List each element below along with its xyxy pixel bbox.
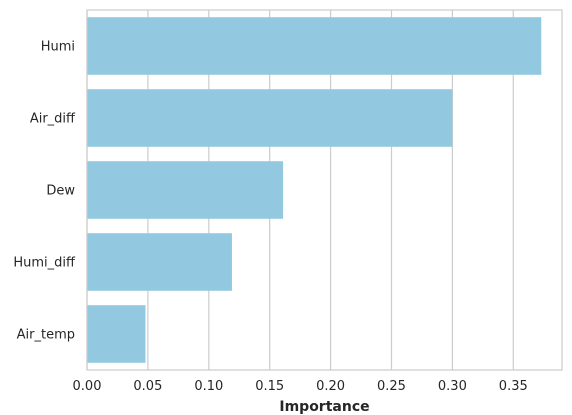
bar-dew [87, 161, 284, 219]
y-tick-label: Air_diff [30, 112, 76, 127]
x-tick-label: 0.15 [255, 379, 284, 394]
x-tick-label: 0.30 [438, 379, 467, 394]
bar-air-diff [87, 89, 453, 147]
bars [87, 17, 542, 363]
x-tick-label: 0.10 [194, 379, 223, 394]
x-axis-title: Importance [279, 399, 369, 415]
bar-air-temp [87, 305, 146, 363]
y-tick-label: Dew [46, 184, 75, 199]
x-tick-label: 0.35 [499, 379, 528, 394]
y-tick-labels: Humi Air_diff Dew Humi_diff Air_temp [13, 40, 76, 343]
plot-frame [86, 9, 563, 371]
x-tick-label: 0.05 [133, 379, 162, 394]
x-tick-label: 0.25 [377, 379, 406, 394]
x-tick-labels: 0.00 0.05 0.10 0.15 0.20 0.25 0.30 0.35 [73, 379, 528, 394]
y-tick-label: Air_temp [17, 328, 75, 343]
bar-humi-diff [87, 233, 232, 291]
x-tick-label: 0.20 [316, 379, 345, 394]
y-tick-label: Humi [41, 40, 75, 55]
y-tick-label: Humi_diff [13, 256, 76, 271]
bar-humi [87, 17, 542, 75]
x-tick-label: 0.00 [73, 379, 102, 394]
